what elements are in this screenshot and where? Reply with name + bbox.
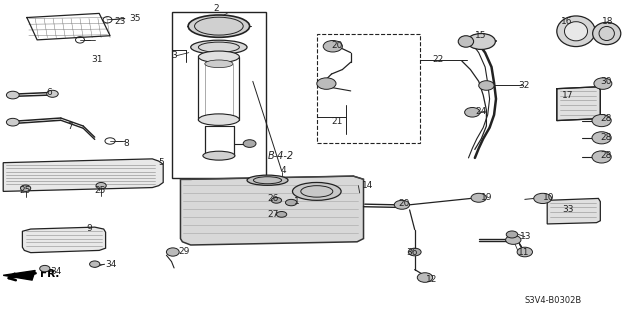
Text: 13: 13 [520,232,531,241]
Text: 6: 6 [46,88,52,97]
Ellipse shape [506,235,521,244]
Ellipse shape [271,197,282,203]
Ellipse shape [6,118,19,126]
Text: 7: 7 [67,122,73,131]
Ellipse shape [479,81,494,90]
Text: 17: 17 [562,91,573,100]
Text: 26: 26 [268,194,279,203]
Polygon shape [547,198,600,224]
Text: 30: 30 [600,77,612,86]
Ellipse shape [188,15,250,37]
Ellipse shape [6,91,19,99]
Text: 27: 27 [268,210,279,219]
Text: S3V4-B0302B: S3V4-B0302B [525,296,582,305]
Ellipse shape [276,211,287,217]
Ellipse shape [594,78,612,89]
Ellipse shape [471,193,486,202]
Ellipse shape [47,90,58,97]
Ellipse shape [394,200,410,209]
Ellipse shape [40,265,50,272]
Polygon shape [557,87,600,121]
Text: 28: 28 [600,151,612,160]
Bar [172,12,266,178]
Text: 10: 10 [543,193,554,202]
Ellipse shape [96,182,106,189]
Polygon shape [22,227,106,253]
Text: 23: 23 [114,17,125,26]
Ellipse shape [205,60,233,68]
Text: 1: 1 [294,197,300,206]
Text: 25: 25 [95,186,106,195]
Text: 12: 12 [426,275,437,284]
Text: 18: 18 [602,17,613,26]
Text: FR.: FR. [40,269,59,279]
Ellipse shape [592,151,611,163]
Text: 34: 34 [106,260,117,269]
Text: 9: 9 [86,224,92,233]
Text: 34: 34 [50,267,61,276]
Text: 29: 29 [178,247,189,256]
Ellipse shape [198,114,239,125]
Ellipse shape [191,40,247,54]
Ellipse shape [323,41,342,52]
Ellipse shape [285,199,297,206]
Text: 14: 14 [362,181,373,190]
Text: 33: 33 [562,205,573,214]
Ellipse shape [292,182,341,200]
Ellipse shape [592,132,611,144]
Ellipse shape [564,22,588,41]
Polygon shape [180,176,364,245]
Text: 28: 28 [600,114,612,123]
Text: 11: 11 [518,248,530,256]
Text: 24: 24 [475,107,486,115]
Text: 32: 32 [518,81,530,90]
Ellipse shape [166,248,179,256]
Text: 8: 8 [123,139,129,148]
Ellipse shape [198,51,239,63]
Polygon shape [3,271,35,280]
Text: 16: 16 [561,17,572,26]
Ellipse shape [203,151,235,160]
Ellipse shape [593,22,621,45]
Text: 5: 5 [159,158,164,167]
Ellipse shape [458,36,474,47]
Ellipse shape [417,273,433,282]
Polygon shape [3,159,163,191]
Text: 15: 15 [475,31,486,40]
Text: 3: 3 [172,51,177,60]
Ellipse shape [557,16,595,47]
Ellipse shape [467,33,495,49]
Ellipse shape [534,193,552,204]
Ellipse shape [465,108,480,117]
Text: 31: 31 [91,55,102,63]
Ellipse shape [90,261,100,267]
Text: 19: 19 [481,193,493,202]
Text: 35: 35 [129,14,141,23]
Text: 25: 25 [19,186,31,195]
Text: 2: 2 [214,4,219,13]
Ellipse shape [20,185,31,191]
Text: B-4-2: B-4-2 [268,151,294,161]
Text: 36: 36 [406,248,418,257]
Text: 20: 20 [332,41,343,50]
Ellipse shape [317,78,336,89]
Text: 28: 28 [600,133,612,142]
Ellipse shape [247,175,288,185]
Ellipse shape [506,231,518,238]
Text: 20: 20 [398,199,410,208]
Ellipse shape [408,248,421,256]
Ellipse shape [243,140,256,147]
Text: 21: 21 [332,117,343,126]
Ellipse shape [592,115,611,127]
Text: 22: 22 [432,56,444,64]
Text: 4: 4 [280,166,286,175]
Ellipse shape [517,247,532,257]
Bar [317,34,420,143]
